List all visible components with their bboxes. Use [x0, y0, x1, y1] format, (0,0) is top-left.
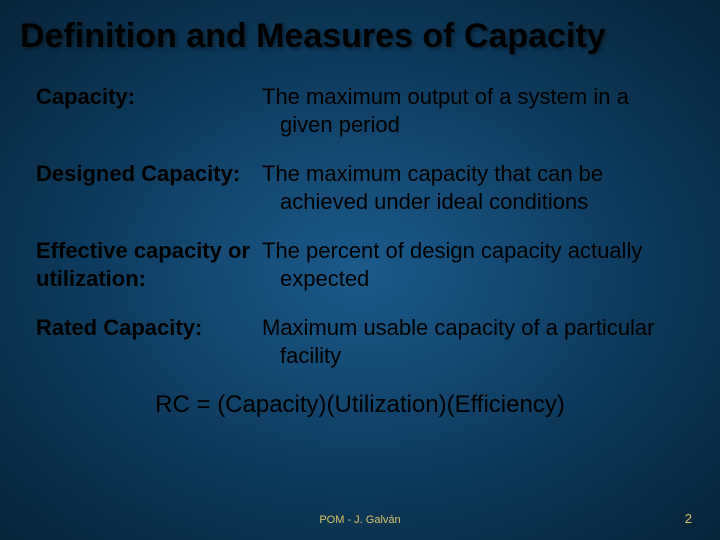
slide-title: Definition and Measures of Capacity: [20, 18, 700, 55]
term-label: Capacity:: [36, 83, 262, 138]
definitions-list: Capacity: The maximum output of a system…: [20, 83, 700, 369]
term-label: Effective capacity or utilization:: [36, 237, 262, 292]
formula-text: RC = (Capacity)(Utilization)(Efficiency): [20, 391, 700, 419]
footer-author: POM - J. Galván: [0, 514, 720, 526]
slide: Definition and Measures of Capacity Capa…: [0, 0, 720, 540]
definition-row: Capacity: The maximum output of a system…: [36, 83, 684, 138]
term-label: Designed Capacity:: [36, 160, 262, 215]
definition-row: Effective capacity or utilization: The p…: [36, 237, 684, 292]
term-definition: The maximum output of a system in a give…: [280, 83, 684, 138]
definition-row: Rated Capacity: Maximum usable capacity …: [36, 314, 684, 369]
term-definition: The maximum capacity that can be achieve…: [280, 160, 684, 215]
term-definition: Maximum usable capacity of a particular …: [280, 314, 684, 369]
term-definition: The percent of design capacity actually …: [280, 237, 684, 292]
term-label: Rated Capacity:: [36, 314, 262, 369]
definition-row: Designed Capacity: The maximum capacity …: [36, 160, 684, 215]
footer-page-number: 2: [685, 511, 692, 526]
